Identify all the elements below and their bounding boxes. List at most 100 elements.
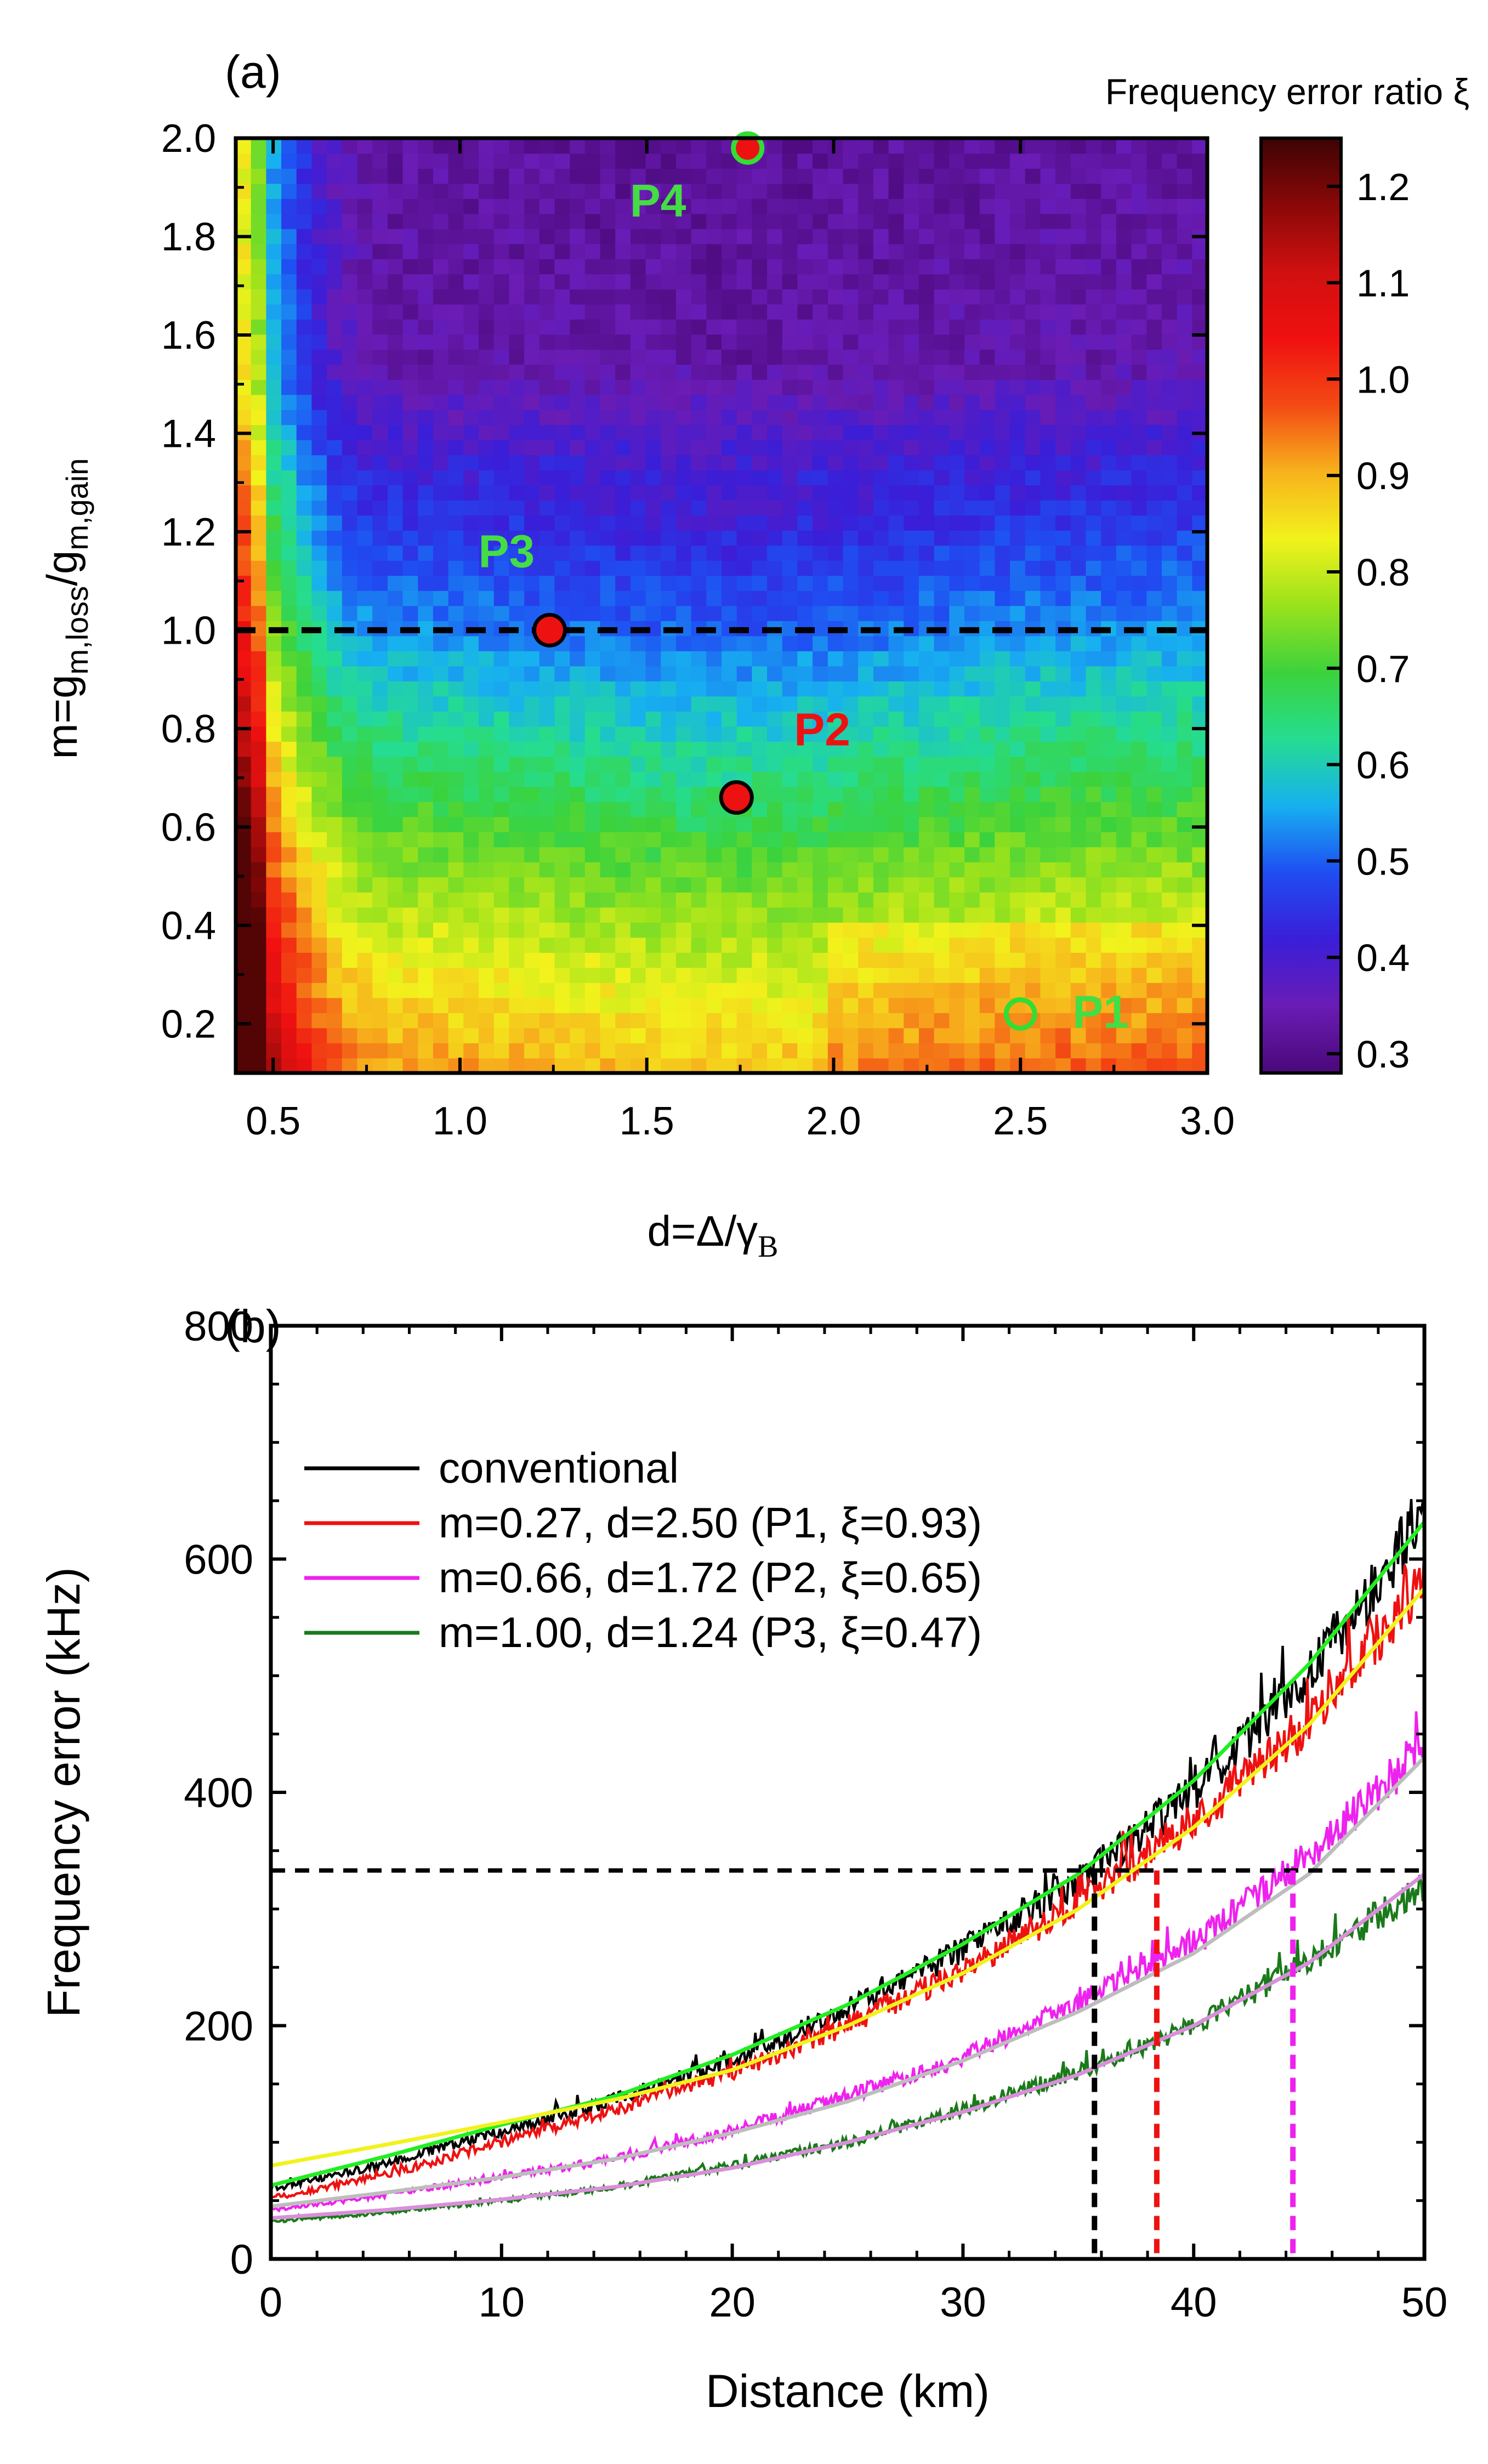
heatmap-cell (327, 937, 343, 953)
colorbar-tick-label: 1.0 (1356, 358, 1410, 401)
heatmap-cell (479, 666, 495, 682)
heatmap-cell (934, 681, 950, 697)
heatmap-cell (479, 741, 495, 757)
heatmap-cell (1177, 952, 1193, 968)
heatmap-cell (813, 545, 828, 561)
heatmap-cell (873, 289, 889, 305)
heatmap-cell (281, 847, 297, 862)
heatmap-cell (1146, 575, 1162, 591)
heatmap-cell (509, 952, 525, 968)
heatmap-cell (1101, 952, 1117, 968)
heatmap-cell (675, 1058, 692, 1073)
heatmap-cell (342, 545, 358, 561)
heatmap-cell (1055, 168, 1071, 184)
heatmap-cell (1161, 410, 1178, 425)
heatmap-cell (236, 711, 252, 727)
heatmap-cell (782, 726, 798, 742)
heatmap-cell (1025, 213, 1041, 229)
heatmap-cell (448, 771, 464, 787)
heatmap-cell (584, 997, 601, 1013)
heatmap-cell (904, 952, 919, 968)
heatmap-cell (479, 847, 495, 862)
heatmap-cell (782, 892, 798, 908)
heatmap-cell (387, 289, 404, 305)
heatmap-cell (995, 289, 1010, 305)
heatmap-cell (1146, 470, 1162, 486)
heatmap-cell (554, 847, 570, 862)
heatmap-cell (645, 847, 662, 862)
heatmap-cell (448, 575, 464, 591)
heatmap-cell (949, 243, 965, 259)
heatmap-cell (1025, 802, 1041, 817)
heatmap-cell (904, 379, 919, 395)
heatmap-cell (251, 847, 267, 862)
heatmap-cell (1161, 334, 1178, 350)
heatmap-cell (782, 605, 798, 621)
heatmap-cell (1146, 334, 1162, 350)
heatmap-cell (675, 786, 692, 802)
heatmap-cell (251, 379, 267, 395)
heatmap-cell (342, 1043, 358, 1059)
heatmap-cell (888, 470, 905, 486)
heatmap-cell (281, 138, 297, 154)
heatmap-cell (979, 304, 996, 320)
heatmap-cell (752, 802, 768, 817)
heatmap-cell (767, 907, 783, 923)
heatmap-cell (479, 229, 495, 245)
heatmap-cell (782, 1027, 798, 1043)
heatmap-cell (995, 470, 1010, 486)
heatmap-cell (979, 485, 996, 501)
heatmap-cell (236, 832, 252, 848)
heatmap-cell (509, 877, 525, 893)
heatmap-cell (630, 756, 646, 772)
heatmap-cell (1086, 168, 1101, 184)
heatmap-cell (357, 862, 373, 878)
heatmap-cell (827, 605, 844, 621)
heatmap-cell (797, 213, 813, 229)
heatmap-cell (918, 168, 935, 184)
heatmap-cell (1131, 394, 1148, 410)
heatmap-cell (1101, 967, 1117, 983)
heatmap-cell (357, 364, 373, 380)
heatmap-cell (1116, 485, 1132, 501)
heatmap-cell (463, 741, 479, 757)
heatmap-cell (904, 289, 919, 305)
heatmap-cell (1146, 877, 1162, 893)
heatmap-cell (995, 983, 1010, 998)
heatmap-cell (630, 1013, 646, 1029)
heatmap-cell (888, 455, 905, 470)
heatmap-cell (888, 229, 905, 245)
heatmap-cell (311, 937, 327, 953)
heatmap-cell (1010, 545, 1026, 561)
heatmap-cell (752, 198, 768, 214)
heatmap-cell (600, 711, 616, 727)
heatmap-cell (463, 1027, 479, 1043)
heatmap-cell (782, 741, 798, 757)
heatmap-cell (904, 832, 919, 848)
heatmap-cell (661, 198, 677, 214)
heatmap-cell (873, 983, 889, 998)
heatmap-cell (736, 334, 753, 350)
heatmap-cell (342, 832, 358, 848)
heatmap-cell (1192, 243, 1207, 259)
heatmap-cell (327, 741, 343, 757)
heatmap-cell (524, 168, 540, 184)
heatmap-cell (357, 1043, 373, 1059)
heatmap-cell (1055, 967, 1071, 983)
heatmap-cell (357, 394, 373, 410)
heatmap-cell (1040, 243, 1056, 259)
heatmap-cell (251, 545, 267, 561)
heatmap-cell (600, 726, 616, 742)
heatmap-cell (722, 515, 737, 531)
heatmap-cell (311, 832, 327, 848)
heatmap-cell (752, 997, 768, 1013)
heatmap-cell (418, 213, 434, 229)
heatmap-cell (251, 138, 267, 154)
heatmap-cell (342, 1027, 358, 1043)
heatmap-cell (904, 410, 919, 425)
heatmap-cell (1025, 1027, 1041, 1043)
heatmap-cell (402, 1058, 419, 1073)
heatmap-cell (888, 756, 905, 772)
heatmap-cell (418, 379, 434, 395)
heatmap-cell (327, 229, 343, 245)
